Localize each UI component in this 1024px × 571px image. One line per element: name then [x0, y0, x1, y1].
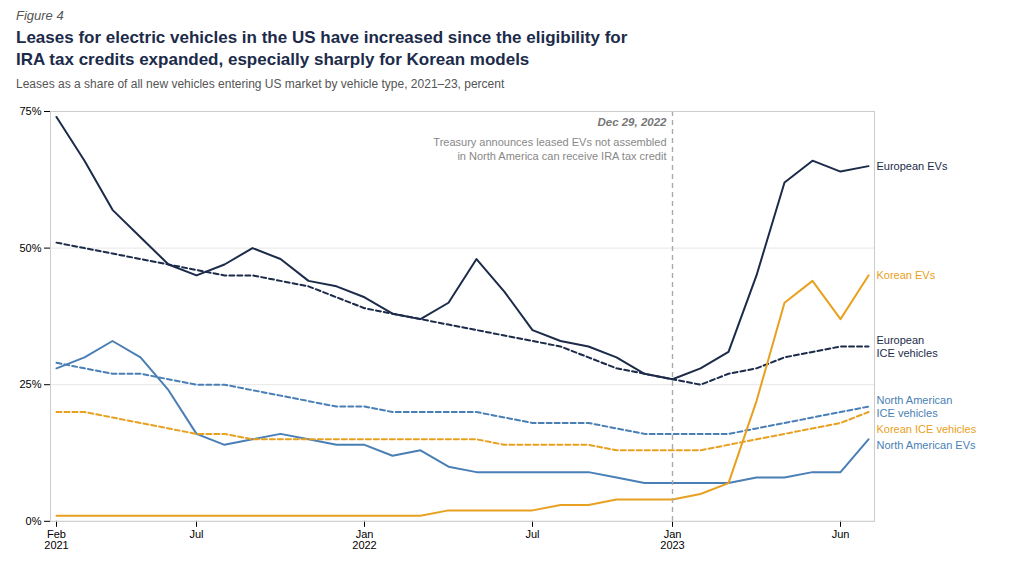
svg-text:Korean ICE vehicles: Korean ICE vehicles — [877, 423, 977, 435]
svg-text:Jan2022: Jan2022 — [352, 528, 376, 551]
svg-text:Feb2021: Feb2021 — [44, 528, 68, 551]
svg-text:Jan2023: Jan2023 — [660, 528, 684, 551]
svg-text:Jul: Jul — [525, 528, 539, 540]
html-text:Leases as a share of all new v: Leases as a share of all new vehicles en… — [16, 77, 505, 92]
svg-text:Treasury announces leased EVs: Treasury announces leased EVs not assemb… — [433, 136, 666, 162]
svg-text:North American EVs: North American EVs — [877, 439, 977, 451]
svg-text:EuropeanICE vehicles: EuropeanICE vehicles — [877, 334, 939, 359]
svg-text:European EVs: European EVs — [877, 160, 948, 172]
html-text:Leases for electric vehicles i: Leases for electric vehicles in the US h… — [16, 28, 628, 70]
svg-text:75%: 75% — [19, 105, 41, 117]
svg-text:Jul: Jul — [189, 528, 203, 540]
svg-text:50%: 50% — [19, 242, 41, 254]
svg-text:Korean EVs: Korean EVs — [877, 270, 936, 282]
svg-text:0%: 0% — [26, 515, 42, 527]
svg-text:25%: 25% — [19, 378, 41, 390]
svg-text:Dec 29, 2022: Dec 29, 2022 — [597, 116, 667, 128]
svg-text:Jun: Jun — [832, 528, 850, 540]
svg-text:North AmericanICE vehicles: North AmericanICE vehicles — [877, 394, 953, 419]
html-text:Figure 4: Figure 4 — [16, 8, 64, 23]
